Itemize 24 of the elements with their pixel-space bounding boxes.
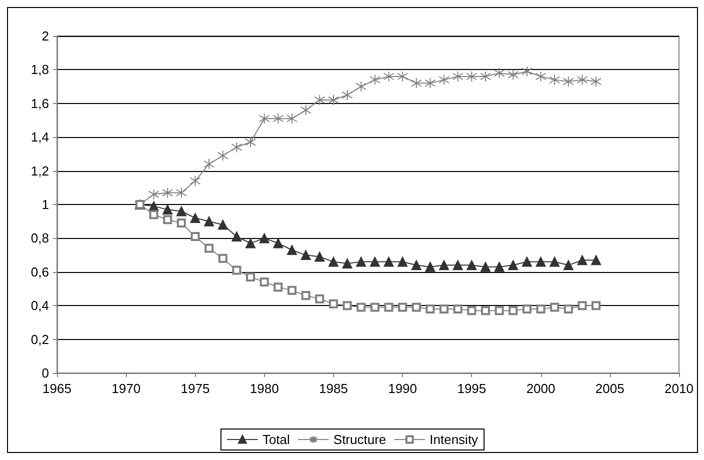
y-tick-label: 0,2 [30,332,49,347]
legend-label: Total [262,432,290,447]
y-tick-label: 0 [42,366,49,380]
y-tick-label: 2 [42,28,49,44]
y-tick-label: 1,8 [30,62,49,78]
x-tick-label: 2000 [526,381,556,396]
y-tick-label: 0,4 [30,298,49,314]
x-tick-label: 1995 [457,381,486,396]
x-tick-label: 1970 [112,381,141,396]
y-tick-label: 1,2 [30,163,49,178]
y-tick-label: 1,4 [30,130,49,145]
x-tick-label: 1980 [250,381,279,396]
x-tick-label: 1975 [180,381,210,396]
x-tick-label: 1990 [388,381,418,396]
legend-label: Intensity [430,432,479,447]
y-tick-label: 0,8 [30,230,49,246]
legend-label: Structure [333,432,386,447]
x-tick-label: 1965 [42,381,72,396]
x-tick-label: 2010 [664,381,694,396]
x-tick-label: 1985 [318,381,348,396]
x-tick-label: 2005 [595,381,624,396]
y-tick-label: 1,6 [30,96,49,111]
y-tick-label: 0,6 [30,264,49,280]
y-tick-label: 1 [42,197,49,212]
